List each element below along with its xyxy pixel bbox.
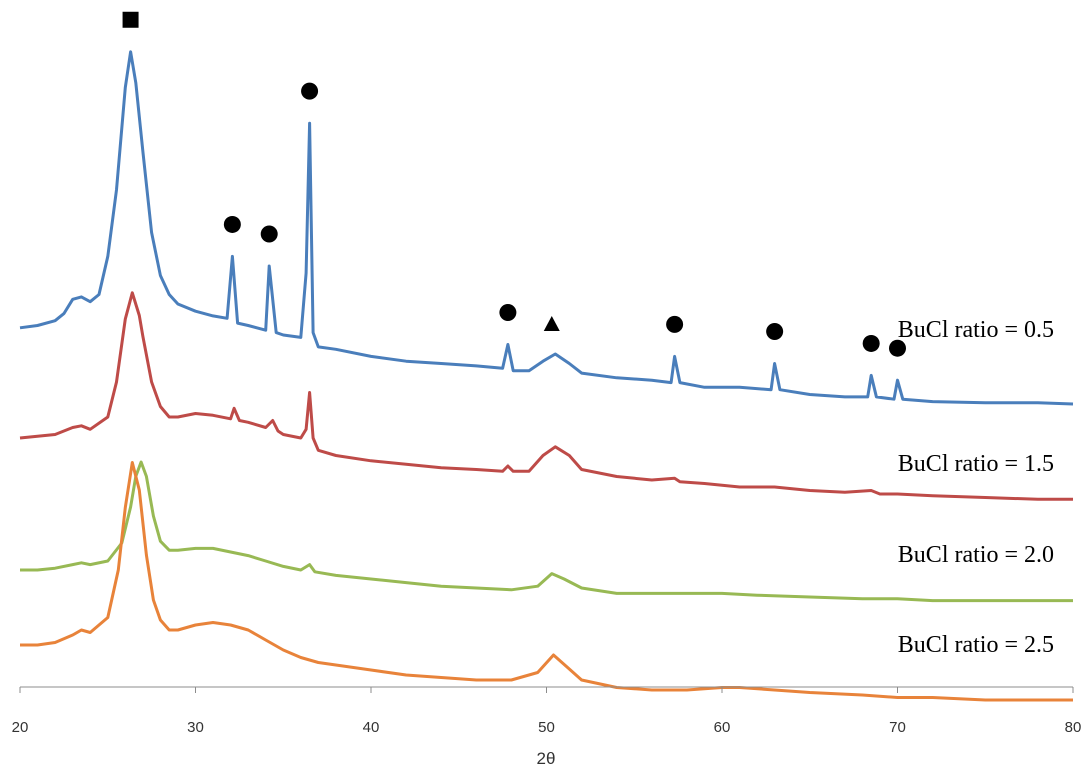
series-line-3 — [20, 460, 1073, 603]
peak-marker-circle-7 — [666, 315, 684, 333]
peak-marker-circle-2 — [223, 215, 241, 233]
series-labels-group: BuCl ratio = 0.5 BuCl ratio = 1.5 BuCl rat… — [898, 317, 1054, 658]
x-tick-label-40: 40 — [363, 719, 380, 736]
peak-marker-circle-10 — [889, 339, 906, 357]
traces-group — [19, 50, 1074, 702]
series-label-3: BuCl ratio = 2.0 — [898, 542, 1054, 568]
x-axis-ticks: 20 30 40 50 60 70 80 — [12, 687, 1082, 736]
peak-marker-circle-3 — [260, 225, 278, 243]
peak-marker-circle-5 — [499, 304, 517, 321]
series-line-4 — [20, 461, 1073, 702]
series-label-4: BuCl ratio = 2.5 — [898, 632, 1054, 658]
series-line-2 — [19, 291, 1073, 501]
series-label-1: BuCl ratio = 0.5 — [898, 317, 1054, 343]
x-tick-label-20: 20 — [12, 719, 29, 736]
peak-marker-circle-4 — [301, 82, 319, 100]
x-tick-label-70: 70 — [889, 719, 906, 736]
x-tick-label-60: 60 — [714, 719, 731, 736]
x-tick-label-30: 30 — [187, 719, 204, 736]
peak-marker-triangle-6 — [543, 316, 560, 332]
series-label-2: BuCl ratio = 1.5 — [898, 451, 1054, 477]
x-tick-label-80: 80 — [1065, 719, 1082, 736]
peak-markers-group — [122, 11, 906, 357]
peak-marker-square-1 — [122, 11, 139, 28]
x-tick-label-50: 50 — [538, 719, 555, 736]
x-axis-title: 2θ — [537, 749, 556, 768]
peak-marker-circle-9 — [862, 334, 880, 352]
peak-marker-circle-8 — [766, 323, 784, 341]
series-line-1 — [19, 50, 1074, 406]
